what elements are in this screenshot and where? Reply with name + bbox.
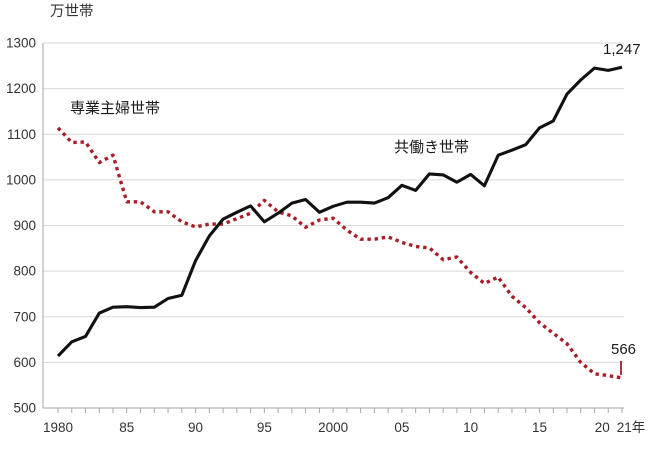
x-tick-label: 1980 (43, 420, 73, 435)
x-tick-label: 20 (595, 420, 610, 435)
y-tick-label: 500 (13, 401, 36, 416)
x-tick-label: 05 (394, 420, 409, 435)
x-tick-label: 21年 (617, 420, 646, 435)
series-label-fulltime-housewife: 専業主婦世帯 (70, 100, 161, 117)
x-tick-label: 85 (119, 420, 134, 435)
y-tick-label: 700 (13, 309, 36, 324)
x-tick-label: 15 (532, 420, 547, 435)
y-tick-label: 1000 (6, 172, 36, 187)
series-label-dual-income: 共働き世帯 (394, 139, 470, 156)
y-tick-label: 1200 (6, 81, 36, 96)
y-tick-label: 900 (13, 218, 36, 233)
y-axis-unit-label: 万世帯 (50, 4, 94, 20)
series-line-fulltime-housewife (56, 126, 623, 380)
y-tick-label: 800 (13, 264, 36, 279)
y-tick-label: 1100 (7, 127, 36, 142)
x-tick-label: 10 (463, 420, 478, 435)
x-tick-label: 95 (257, 420, 272, 435)
x-tick-label: 90 (188, 420, 203, 435)
x-tick-label: 2000 (318, 420, 348, 435)
y-tick-label: 600 (13, 355, 36, 370)
end-value-label-fulltime-housewife: 566 (611, 341, 637, 358)
series-line-dual-income (56, 65, 623, 358)
end-value-label-dual-income: 1,247 (603, 41, 641, 58)
y-tick-label: 1300 (6, 36, 36, 51)
